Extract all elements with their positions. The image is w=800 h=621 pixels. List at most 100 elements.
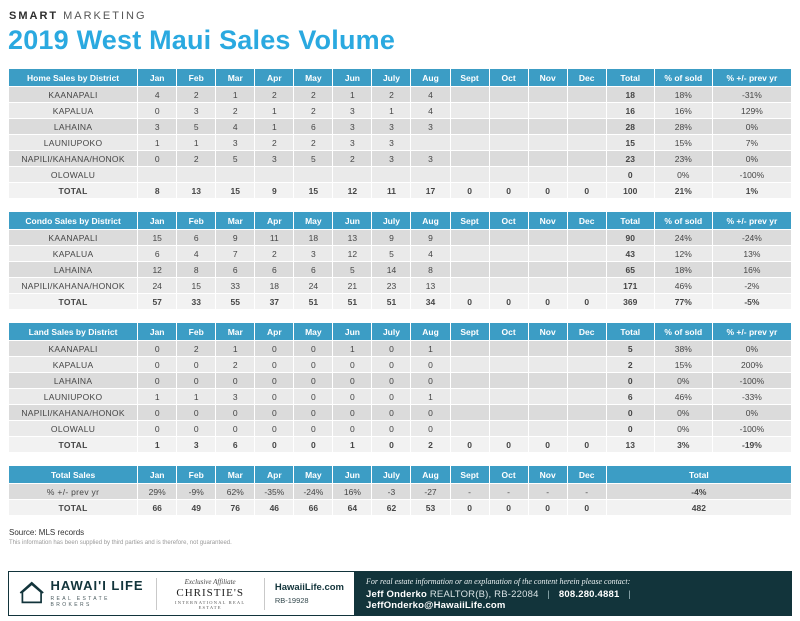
table-title: Total Sales: [9, 466, 138, 483]
month-header: May: [294, 69, 333, 86]
district-name: KAPALUA: [9, 246, 138, 261]
pct-prev-yr: -100%: [712, 373, 791, 388]
pct-of-sold: 18%: [654, 87, 712, 102]
month-header: July: [372, 212, 411, 229]
month-value: -: [489, 484, 528, 499]
district-name: LAUNIUPOKO: [9, 135, 138, 150]
month-value: [528, 167, 567, 182]
month-total: 0: [567, 183, 606, 198]
district-row: KAANAPALI 0 2 1 0 0 1 0 1 5 38% 0%: [9, 341, 791, 356]
month-value: 2: [255, 135, 294, 150]
month-value: [528, 405, 567, 420]
district-row: LAUNIUPOKO 1 1 3 2 2 3 3 15 15% 7%: [9, 135, 791, 150]
month-value: 2: [294, 87, 333, 102]
month-header: Jan: [138, 212, 177, 229]
month-value: 2: [177, 87, 216, 102]
month-header: May: [294, 466, 333, 483]
tail-header: % +/- prev yr: [712, 212, 791, 229]
district-name: KAANAPALI: [9, 87, 138, 102]
row-total: 6: [606, 389, 654, 404]
brand-line: SMART MARKETING: [9, 10, 792, 22]
tail-header: Total: [606, 69, 654, 86]
pct-prev-yr: 7%: [712, 135, 791, 150]
month-value: 23: [372, 278, 411, 293]
month-value: 6: [138, 246, 177, 261]
month-value: 1: [255, 103, 294, 118]
month-value: [489, 151, 528, 166]
month-value: 0: [138, 357, 177, 372]
month-value: 0: [255, 357, 294, 372]
month-header: Apr: [255, 323, 294, 340]
page-title: 2019 West Maui Sales Volume: [8, 25, 396, 55]
total-row: TOTAL 66 49 76 46 66 64 62 53 0 0 0 0 482: [9, 500, 791, 515]
month-value: 15: [177, 278, 216, 293]
district-row: KAANAPALI 4 2 1 2 2 1 2 4 18 18% -31%: [9, 87, 791, 102]
month-value: [450, 262, 489, 277]
month-value: 5: [333, 262, 372, 277]
month-value: 15: [138, 230, 177, 245]
month-value: 1: [177, 135, 216, 150]
month-value: -9%: [177, 484, 216, 499]
month-value: [567, 405, 606, 420]
month-value: 0: [216, 405, 255, 420]
month-value: 3: [372, 135, 411, 150]
total-pct-prev-yr: 1%: [712, 183, 791, 198]
month-value: [177, 167, 216, 182]
month-value: 0: [333, 421, 372, 436]
month-value: [528, 246, 567, 261]
month-value: 0: [138, 151, 177, 166]
month-header: Oct: [489, 69, 528, 86]
month-value: [528, 357, 567, 372]
month-value: 6: [294, 119, 333, 134]
district-name: KAANAPALI: [9, 230, 138, 245]
month-value: [138, 167, 177, 182]
district-row: LAHAINA 12 8 6 6 6 5 14 8 65 18% 16%: [9, 262, 791, 277]
month-value: [567, 373, 606, 388]
month-value: 3: [294, 246, 333, 261]
month-value: [567, 119, 606, 134]
month-total: 0: [372, 437, 411, 452]
month-value: 0: [450, 500, 489, 515]
month-header: Nov: [528, 466, 567, 483]
month-value: 0: [255, 421, 294, 436]
district-name: KAPALUA: [9, 103, 138, 118]
total-row: TOTAL 1 3 6 0 0 1 0 2 0 0 0 0 13 3% -19%: [9, 437, 791, 452]
month-value: 24: [294, 278, 333, 293]
month-value: 0: [333, 373, 372, 388]
month-header: Feb: [177, 212, 216, 229]
month-header: Apr: [255, 212, 294, 229]
total-row: TOTAL 8 13 15 9 15 12 11 17 0 0 0 0 100 21% 1%: [9, 183, 791, 198]
month-value: [567, 135, 606, 150]
month-header: July: [372, 323, 411, 340]
month-value: [567, 262, 606, 277]
month-value: 2: [255, 246, 294, 261]
district-name: KAPALUA: [9, 357, 138, 372]
month-value: [450, 119, 489, 134]
pct-prev-yr: 16%: [712, 262, 791, 277]
month-total: 0: [489, 183, 528, 198]
month-value: [450, 389, 489, 404]
month-value: 0: [177, 421, 216, 436]
month-value: [489, 246, 528, 261]
total-label: TOTAL: [9, 294, 138, 309]
pct-of-sold: 28%: [654, 119, 712, 134]
month-value: [450, 246, 489, 261]
month-value: [567, 87, 606, 102]
month-total: 0: [567, 437, 606, 452]
month-value: [411, 167, 450, 182]
month-value: 46: [255, 500, 294, 515]
month-header: Feb: [177, 69, 216, 86]
prev-yr-row: % +/- prev yr 29% -9% 62% -35% -24% 16% -3 -27- -…: [9, 484, 791, 499]
month-value: -: [450, 484, 489, 499]
month-value: 1: [138, 389, 177, 404]
month-value: [567, 167, 606, 182]
month-value: 0: [294, 341, 333, 356]
month-value: 3: [255, 151, 294, 166]
pct-prev-yr: -100%: [712, 167, 791, 182]
tail-header: % of sold: [654, 212, 712, 229]
month-value: [489, 341, 528, 356]
month-header: May: [294, 212, 333, 229]
month-value: [528, 87, 567, 102]
month-total: 51: [372, 294, 411, 309]
row-total: 171: [606, 278, 654, 293]
